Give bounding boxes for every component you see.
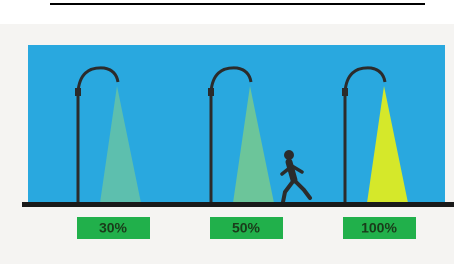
brightness-label: 30% bbox=[99, 220, 128, 236]
brightness-label: 50% bbox=[232, 220, 261, 236]
brightness-label: 100% bbox=[361, 220, 397, 236]
pole-bracket bbox=[75, 88, 81, 96]
pole-bracket bbox=[342, 88, 348, 96]
street-light-diagram: 30% 50% 100% bbox=[0, 0, 454, 264]
pole-bracket bbox=[208, 88, 214, 96]
ground bbox=[22, 202, 454, 207]
